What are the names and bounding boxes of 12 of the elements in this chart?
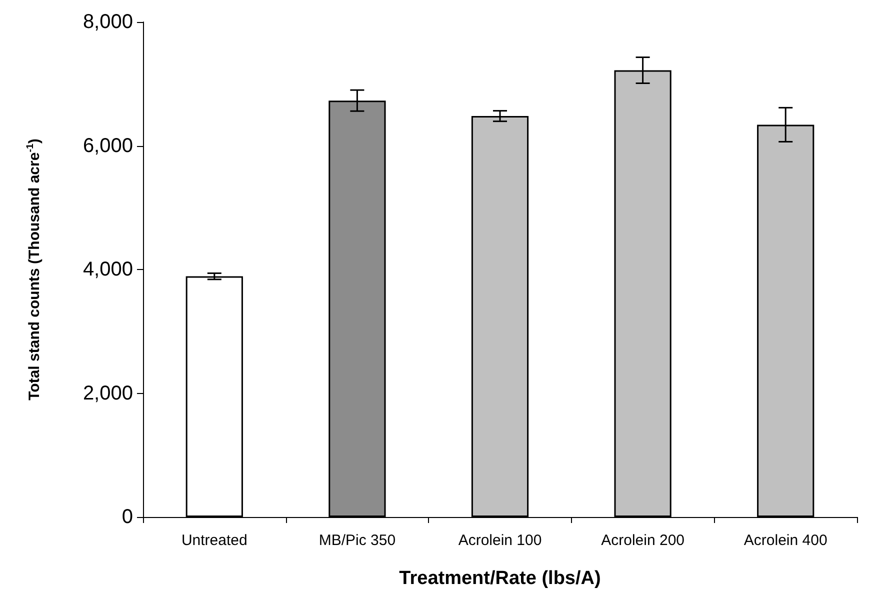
x-tick-label: MB/Pic 350: [318, 532, 396, 549]
x-tick-label: Acrolein 200: [601, 532, 684, 549]
y-tick-label: 2,000: [82, 382, 133, 404]
x-tick-label: Untreated: [181, 532, 248, 549]
x-tick-label: Acrolein 400: [744, 532, 828, 549]
y-axis-title: Total stand counts (Thousand acre-1): [25, 138, 43, 400]
y-tick-label: 0: [122, 506, 133, 528]
x-tick-label: Acrolein 100: [458, 532, 542, 549]
y-tick-label: 4,000: [82, 258, 133, 280]
x-axis-title: Treatment/Rate (lbs/A): [399, 568, 601, 589]
y-tick-label: 8,000: [82, 11, 133, 33]
y-tick-label: 6,000: [82, 134, 133, 157]
